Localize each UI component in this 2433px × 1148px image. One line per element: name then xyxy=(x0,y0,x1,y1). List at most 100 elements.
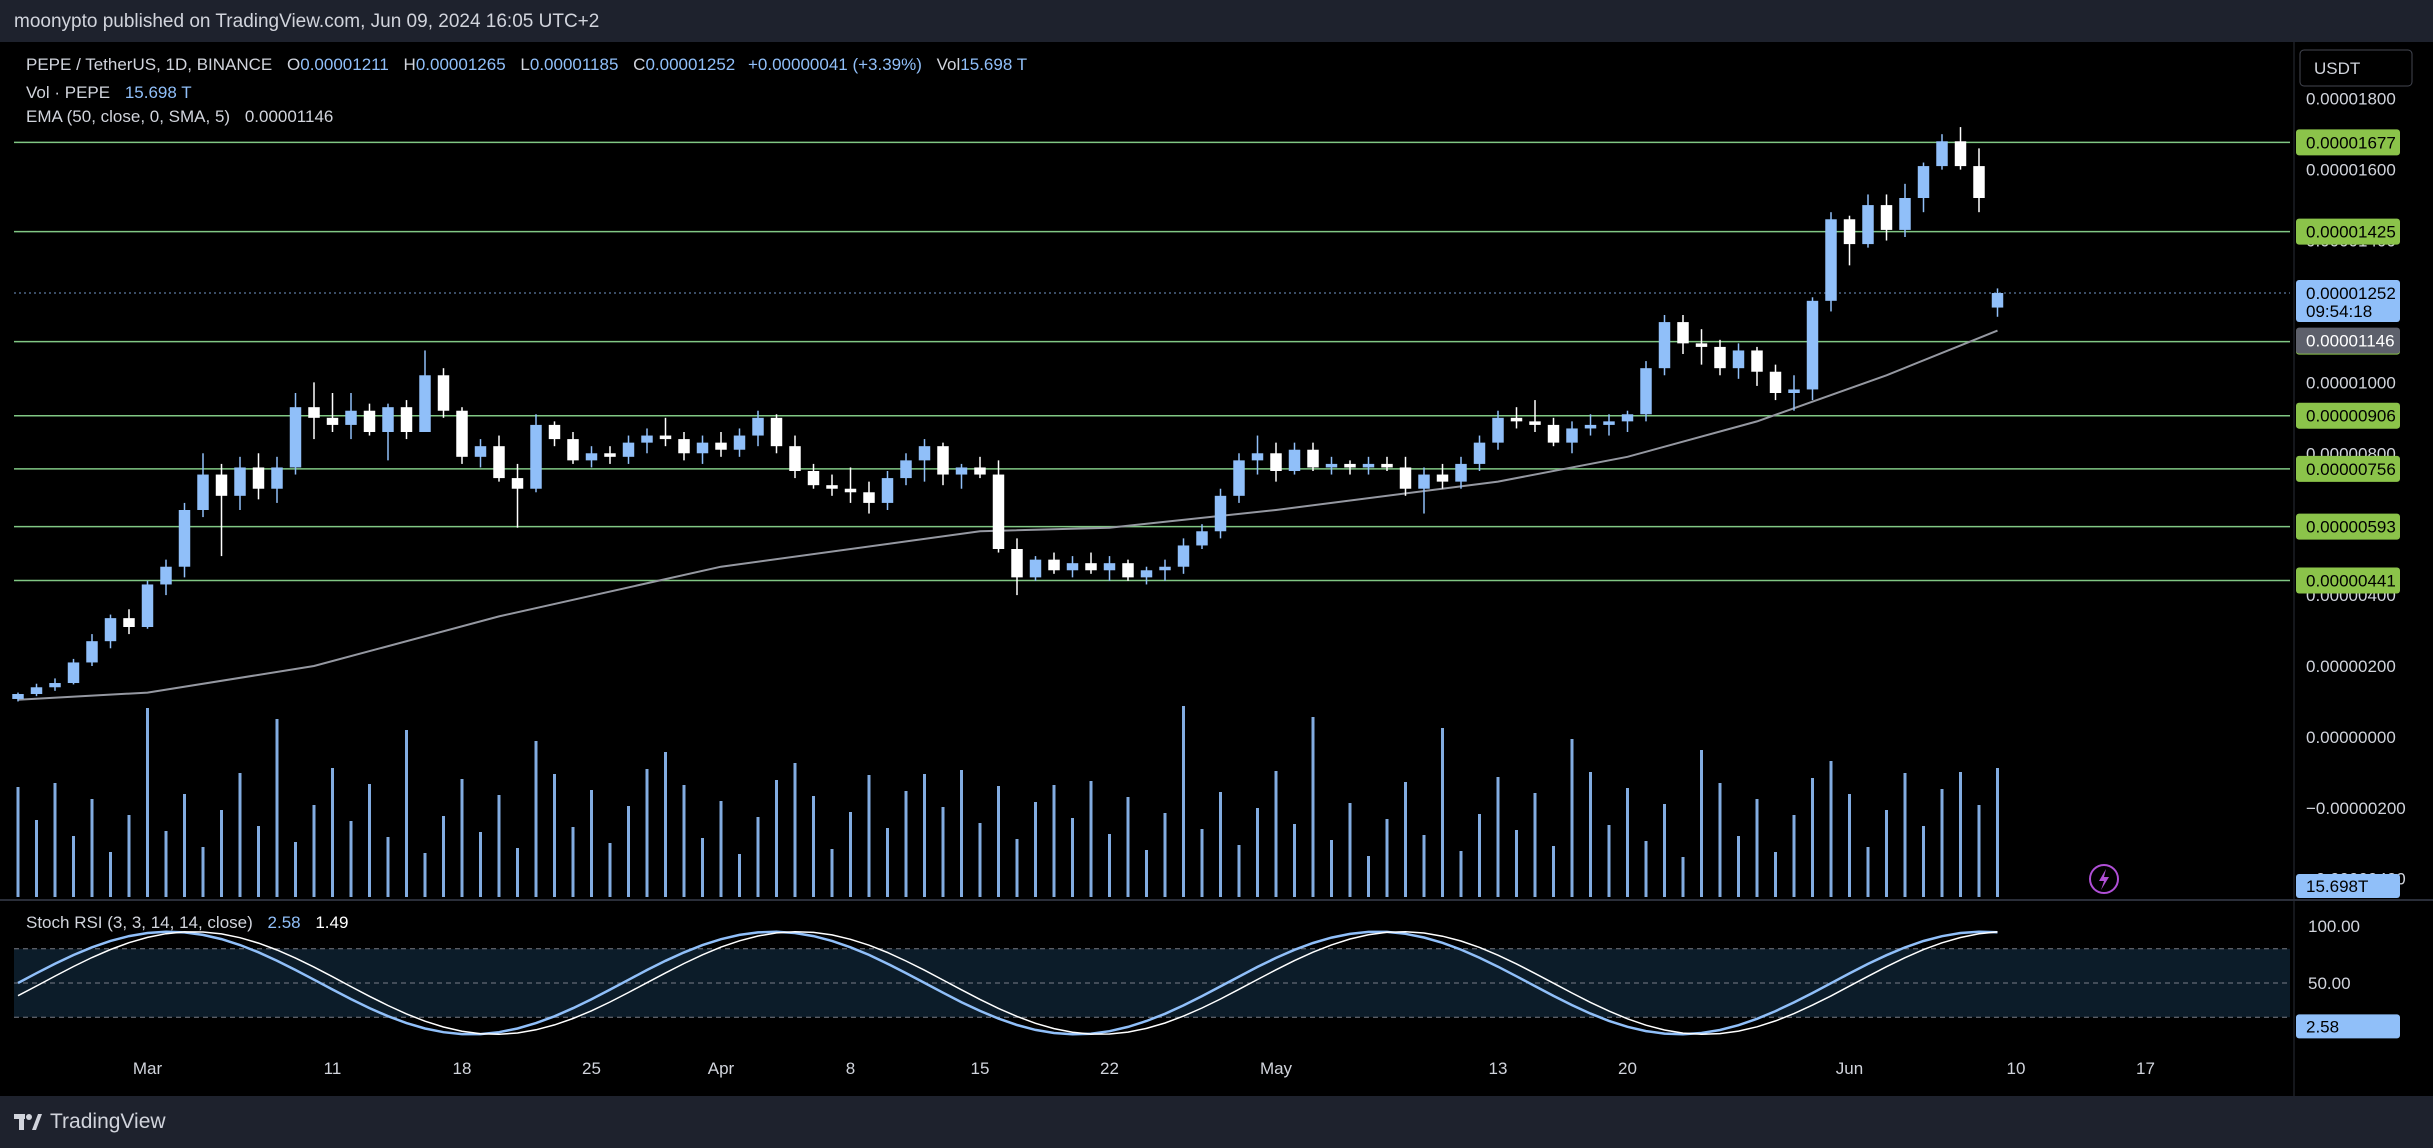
candle-body xyxy=(918,446,931,461)
ema-tag: 0.00001146 xyxy=(2296,327,2400,354)
volume-bar xyxy=(571,827,575,897)
volume-bar xyxy=(1644,841,1648,897)
candle xyxy=(1029,556,1042,581)
candle-body xyxy=(900,460,912,479)
volume-bar xyxy=(349,821,353,897)
candle-body xyxy=(992,474,1005,549)
candle-body xyxy=(1677,322,1689,344)
price-chart[interactable]: 0.000018000.000016000.000014000.00001200… xyxy=(0,42,2433,1096)
candle xyxy=(1455,456,1467,489)
volume-bar xyxy=(35,820,38,897)
candle-body xyxy=(1048,559,1060,571)
candle xyxy=(1843,215,1856,266)
candle-body xyxy=(1473,442,1486,464)
candle-body xyxy=(363,410,376,432)
legend-row-main: PEPE / TetherUS, 1D, BINANCE O0.00001211… xyxy=(26,55,1027,74)
volume-bar xyxy=(1330,840,1333,897)
volume-bar xyxy=(534,741,538,897)
candle xyxy=(456,407,468,464)
candle-body xyxy=(1103,563,1116,571)
time-tick-label: 13 xyxy=(1489,1059,1508,1078)
legend-c-label: C xyxy=(633,55,645,74)
legend-symbol: PEPE / TetherUS, 1D, BINANCE xyxy=(26,55,272,74)
level-tag-label: 0.00000593 xyxy=(2306,518,2396,537)
candle xyxy=(1640,361,1652,422)
candle xyxy=(1954,127,1967,170)
volume-bar xyxy=(146,708,149,897)
candle xyxy=(1492,410,1504,450)
candle-body xyxy=(1547,424,1560,443)
volume-bar xyxy=(1607,825,1611,897)
candle xyxy=(1214,488,1227,539)
candle xyxy=(67,658,80,685)
candle-body xyxy=(696,442,709,454)
publish-header: moonypto published on TradingView.com, J… xyxy=(0,0,2433,42)
volume-bar xyxy=(275,719,279,897)
candle-body xyxy=(86,641,98,663)
volume-bar xyxy=(1126,797,1130,897)
candle xyxy=(622,435,635,464)
legend-vol-label: Vol xyxy=(937,55,961,74)
candle-body xyxy=(1196,531,1208,546)
candle xyxy=(752,410,764,447)
volume-bar xyxy=(405,730,408,897)
candle-body xyxy=(1899,198,1911,230)
bolt-icon[interactable] xyxy=(2089,864,2119,894)
volume-tag: 15.698T xyxy=(2296,874,2400,898)
level-tag-bg xyxy=(2296,218,2400,245)
candle xyxy=(437,368,450,418)
time-tick-label: Apr xyxy=(708,1059,735,1078)
tradingview-brand[interactable]: TradingView xyxy=(14,1110,166,1134)
ema-tag-label: 0.00001146 xyxy=(2306,332,2395,351)
candle-body xyxy=(382,407,394,432)
last-price-tag-label: 0.00001252 xyxy=(2306,284,2396,303)
currency-button[interactable]: USDT xyxy=(2299,49,2413,87)
candle xyxy=(493,435,505,482)
candle xyxy=(1732,343,1745,379)
candle-body xyxy=(715,442,727,450)
candle-body xyxy=(1140,570,1153,578)
candle xyxy=(844,467,857,503)
volume-bar xyxy=(1718,783,1722,897)
volume-bar xyxy=(1256,808,1259,897)
volume-bar xyxy=(793,763,797,897)
legend-volume-label: Vol · PEPE xyxy=(26,83,110,102)
candle-body xyxy=(1862,205,1874,245)
candle-body xyxy=(1584,424,1597,429)
candle xyxy=(86,634,98,666)
candle xyxy=(1196,524,1208,549)
volume-bar xyxy=(1848,794,1851,897)
volume-bar xyxy=(1774,852,1777,897)
volume-bar xyxy=(1459,851,1463,897)
candle xyxy=(308,382,320,440)
volume-bar xyxy=(1829,761,1833,897)
candle xyxy=(807,463,820,489)
level-tag: 0.00001677 xyxy=(2296,129,2400,156)
candle-body xyxy=(937,446,949,475)
level-tag-label: 0.00000906 xyxy=(2306,407,2396,426)
candle-body xyxy=(1695,343,1708,347)
volume-bar xyxy=(90,799,94,897)
candle-body xyxy=(1732,350,1745,369)
stoch-rsi-lines xyxy=(17,930,1998,1036)
candle-body xyxy=(567,439,579,461)
candle xyxy=(363,403,376,436)
candle-body xyxy=(12,694,24,699)
level-tag: 0.00000756 xyxy=(2296,455,2400,482)
level-tag-label: 0.00001677 xyxy=(2306,133,2396,152)
level-tag: 0.00000906 xyxy=(2296,402,2400,429)
candle-body xyxy=(1769,371,1782,393)
volume-tag-label: 15.698T xyxy=(2306,877,2368,896)
candle-body xyxy=(141,584,154,627)
chart-background xyxy=(0,42,2433,1096)
time-tick-label: 25 xyxy=(582,1059,601,1078)
candle-body xyxy=(1418,474,1430,489)
level-tag-bg xyxy=(2296,455,2400,482)
level-tag-label: 0.00000441 xyxy=(2306,572,2396,591)
candle-body xyxy=(1233,460,1245,496)
candle xyxy=(1177,538,1190,574)
time-axis-labels: Mar 11 18 25 Apr 8 15 22 May 13 20 Jun 10 17 xyxy=(133,1059,2155,1078)
volume-bar xyxy=(1015,839,1019,897)
candle xyxy=(992,460,1005,553)
candle xyxy=(1677,315,1689,354)
